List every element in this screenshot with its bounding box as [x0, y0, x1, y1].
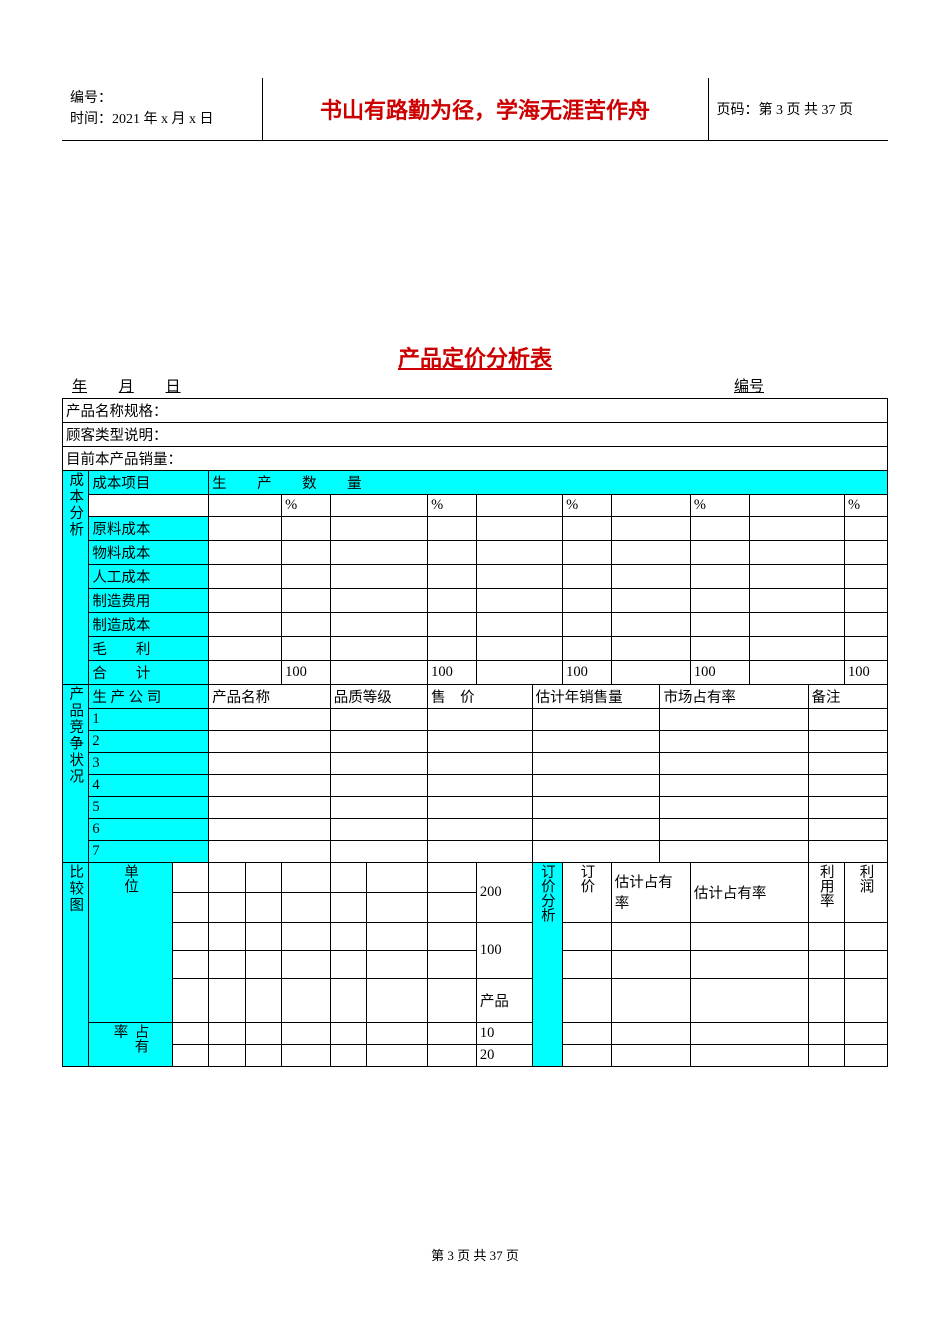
compete-row-6: 7 [89, 840, 209, 862]
compete-h-quality: 品质等级 [330, 684, 427, 708]
cost-header-prod: 生 产 数 量 [209, 470, 888, 494]
compete-row-5: 6 [89, 818, 209, 840]
cost-header-item: 成本项目 [89, 470, 209, 494]
meta-product-spec: 产品名称规格： [63, 398, 888, 422]
compare-est-share-1: 估计占有率 [611, 862, 690, 922]
compete-row-1: 2 [89, 730, 209, 752]
page-header: 编号： 时间：2021 年 x 月 x 日 书山有路勤为径，学海无涯苦作舟 页码… [62, 78, 888, 141]
cost-row-0: 原料成本 [89, 516, 209, 540]
compete-h-est-sales: 估计年销售量 [532, 684, 660, 708]
compare-val-2: 产品 [476, 978, 532, 1022]
compete-row-0: 1 [89, 708, 209, 730]
month-label: 月 [119, 379, 134, 395]
total-3: 100 [563, 660, 612, 684]
header-time: 时间：2021 年 x 月 x 日 [70, 109, 254, 130]
total-5: 100 [845, 660, 888, 684]
total-2: 100 [428, 660, 477, 684]
compare-section-label: 比较图 [63, 862, 89, 1066]
compare-val-4: 20 [476, 1044, 532, 1066]
cost-row-1: 物料成本 [89, 540, 209, 564]
pct-1: % [282, 494, 331, 516]
compare-unit: 单位 [89, 862, 172, 1022]
cost-blank-label [89, 494, 209, 516]
main-form-table: 产品名称规格： 顾客类型说明： 目前本产品销量： 成本分析 成本项目 生 产 数… [62, 398, 888, 1067]
compete-h-remark: 备注 [808, 684, 887, 708]
compare-profit: 利润 [845, 862, 888, 922]
cost-row-6: 合 计 [89, 660, 209, 684]
compete-h-company: 生 产 公 司 [89, 684, 209, 708]
year-label: 年 [72, 379, 87, 395]
pct-3: % [563, 494, 612, 516]
compete-row-3: 4 [89, 774, 209, 796]
pct-4: % [690, 494, 749, 516]
compare-val-3: 10 [476, 1022, 532, 1044]
meta-customer-type: 顾客类型说明： [63, 422, 888, 446]
compare-order-price: 订价 [563, 862, 612, 922]
number-label: 编号 [734, 375, 884, 396]
header-left: 编号： 时间：2021 年 x 月 x 日 [62, 78, 262, 140]
date-number-row: 年 月 日 编号 [62, 375, 888, 398]
compete-section-label: 产品竞争状况 [63, 684, 89, 862]
compare-est-share-2: 估计占有率 [690, 862, 808, 922]
header-bianhao: 编号： [70, 88, 254, 109]
cost-section-label: 成本分析 [63, 470, 89, 684]
compete-row-2: 3 [89, 752, 209, 774]
compete-row-4: 5 [89, 796, 209, 818]
cost-row-2: 人工成本 [89, 564, 209, 588]
compare-use-rate: 利用率 [808, 862, 845, 922]
cost-row-5: 毛 利 [89, 636, 209, 660]
compete-h-share: 市场占有率 [660, 684, 808, 708]
page-footer: 第 3 页 共 37 页 [0, 1245, 950, 1264]
meta-current-sales: 目前本产品销量： [63, 446, 888, 470]
compete-h-name: 产品名称 [209, 684, 331, 708]
compare-price-analysis: 订价分析 [532, 862, 562, 1066]
total-1: 100 [282, 660, 331, 684]
day-label: 日 [166, 379, 181, 395]
pct-2: % [428, 494, 477, 516]
compete-h-price: 售 价 [428, 684, 532, 708]
cost-row-4: 制造成本 [89, 612, 209, 636]
cost-row-3: 制造费用 [89, 588, 209, 612]
compare-val-0: 200 [476, 862, 532, 922]
pct-5: % [845, 494, 888, 516]
page-title: 产品定价分析表 [62, 341, 888, 373]
compare-share: 占有率 [89, 1022, 172, 1066]
compare-val-1: 100 [476, 922, 532, 978]
header-page: 页码：第 3 页 共 37 页 [708, 78, 888, 140]
total-4: 100 [690, 660, 749, 684]
header-motto: 书山有路勤为径，学海无涯苦作舟 [262, 78, 708, 140]
